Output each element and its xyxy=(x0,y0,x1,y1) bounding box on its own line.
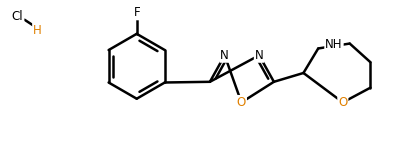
Text: N: N xyxy=(255,49,263,62)
Text: N: N xyxy=(220,49,229,62)
Text: H: H xyxy=(33,23,42,37)
Text: Cl: Cl xyxy=(12,10,24,23)
Text: F: F xyxy=(133,6,140,19)
Text: O: O xyxy=(338,96,348,109)
Text: NH: NH xyxy=(325,38,343,51)
Text: O: O xyxy=(237,96,246,109)
